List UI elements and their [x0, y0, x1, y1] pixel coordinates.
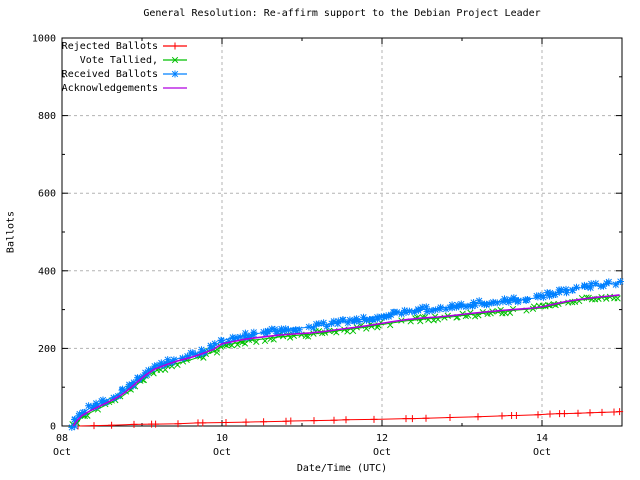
chart-title: General Resolution: Re-affirm support to… [143, 8, 541, 19]
legend-item-rejected-ballots: Rejected Ballots [0, 39, 188, 53]
legend-label: Vote Tallied, [79, 54, 158, 66]
svg-text:Oct: Oct [213, 447, 231, 458]
gridlines [62, 38, 622, 426]
legend-line-sample-icon [163, 87, 187, 89]
svg-text:08: 08 [56, 433, 68, 444]
plot-border [61, 37, 623, 427]
svg-text:10: 10 [216, 433, 228, 444]
legend-item-acknowledgements: Acknowledgements [0, 81, 188, 95]
series-received-ballots [68, 278, 624, 431]
svg-text:12: 12 [376, 433, 388, 444]
svg-text:200: 200 [38, 344, 56, 355]
svg-text:Oct: Oct [533, 447, 551, 458]
series-vote-tallied [69, 293, 621, 428]
legend-label: Rejected Ballots [61, 40, 158, 52]
legend-line-sample-icon [163, 56, 187, 64]
legend-item-vote-tallied: Vote Tallied, [0, 53, 188, 67]
x-axis-label: Date/Time (UTC) [296, 463, 388, 474]
legend: Rejected Ballots Vote Tallied, Received … [0, 39, 188, 95]
svg-text:600: 600 [38, 189, 56, 200]
svg-text:1000: 1000 [32, 34, 56, 45]
svg-text:Oct: Oct [53, 447, 71, 458]
svg-text:14: 14 [536, 433, 548, 444]
legend-item-received-ballots: Received Ballots [0, 67, 188, 81]
legend-label: Acknowledgements [61, 82, 158, 94]
svg-text:400: 400 [38, 266, 56, 277]
legend-label: Received Ballots [61, 68, 158, 80]
svg-text:0: 0 [50, 422, 56, 433]
svg-text:Oct: Oct [373, 447, 391, 458]
series-acknowledgements [72, 294, 620, 427]
legend-line-sample-icon [163, 42, 187, 50]
legend-line-sample-icon [163, 70, 187, 78]
svg-text:800: 800 [38, 111, 56, 122]
